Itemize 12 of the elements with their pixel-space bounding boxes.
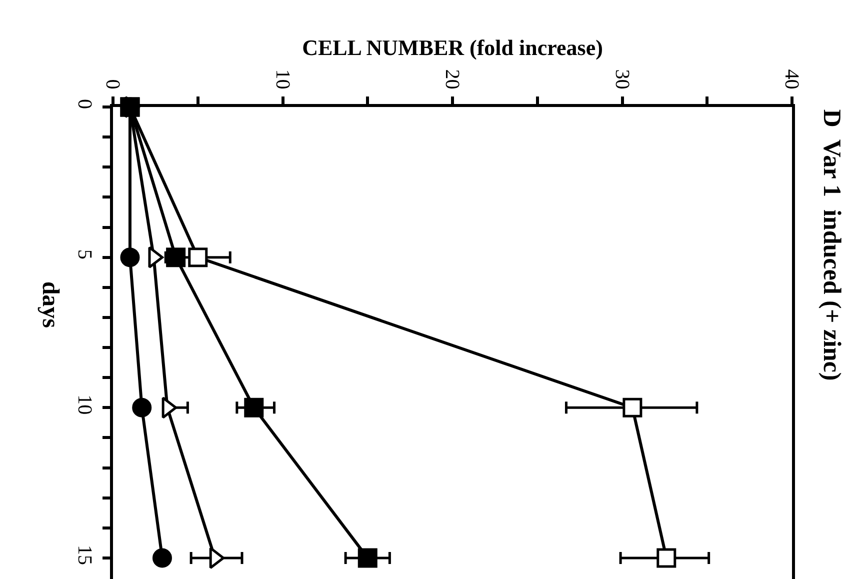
y-tick-label: 5 — [73, 249, 96, 260]
x-tick-label: 0 — [102, 79, 124, 90]
x-tick-label: 20 — [441, 69, 463, 90]
y-tick-label: 0 — [73, 99, 96, 109]
x-tick-label: 40 — [780, 69, 802, 90]
x-tick-label: 10 — [271, 69, 294, 90]
y-axis-title: days — [37, 281, 64, 328]
x-tick-label: 30 — [610, 69, 633, 90]
text: D Var 1 induced (+ zinc) — [818, 109, 845, 381]
x-axis-title: CELL NUMBER (fold increase) — [302, 35, 603, 60]
y-tick-label: 15 — [73, 544, 96, 565]
y-tick-label: 10 — [73, 394, 96, 415]
